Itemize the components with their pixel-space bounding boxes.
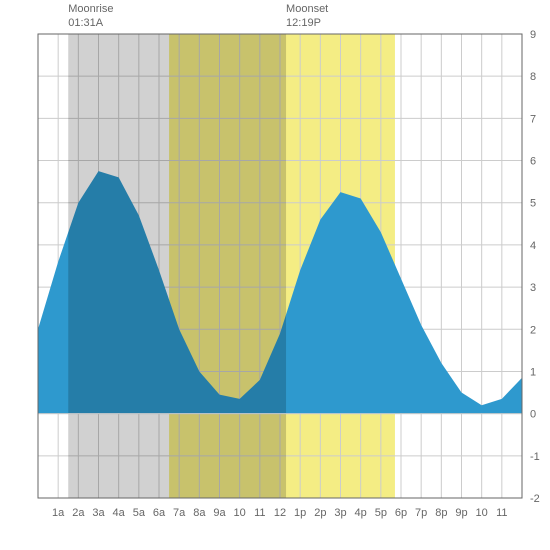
y-tick-label: 6 <box>530 156 536 168</box>
x-tick-label: 10 <box>476 507 488 519</box>
x-tick-label: 12 <box>274 507 286 519</box>
y-tick-label: 7 <box>530 113 536 125</box>
x-tick-label: 11 <box>254 507 265 519</box>
y-tick-label: 0 <box>530 409 536 421</box>
y-tick-label: 9 <box>530 29 536 41</box>
x-tick-label: 8a <box>193 507 206 519</box>
x-tick-label: 3p <box>334 507 346 519</box>
x-tick-label: 1a <box>52 507 65 519</box>
x-tick-label: 2p <box>314 507 326 519</box>
x-tick-label: 3a <box>92 507 105 519</box>
x-tick-label: 9p <box>455 507 467 519</box>
y-tick-label: 1 <box>530 366 536 378</box>
x-tick-label: 4p <box>355 507 367 519</box>
y-tick-label: -1 <box>530 451 540 463</box>
x-tick-label: 7a <box>173 507 186 519</box>
y-tick-label: 8 <box>530 71 536 83</box>
x-tick-label: 1p <box>294 507 306 519</box>
x-tick-label: 4a <box>113 507 126 519</box>
moonrise-title: Moonrise <box>68 2 113 16</box>
x-tick-label: 6a <box>153 507 166 519</box>
y-tick-label: 2 <box>530 324 536 336</box>
y-tick-label: -2 <box>530 493 540 505</box>
y-tick-label: 5 <box>530 198 536 210</box>
tide-chart: Moonrise 01:31A Moonset 12:19P -2-101234… <box>0 0 550 550</box>
moonset-title: Moonset <box>286 2 328 16</box>
x-tick-label: 5a <box>133 507 146 519</box>
x-tick-label: 11 <box>496 507 507 519</box>
chart-svg: -2-101234567891a2a3a4a5a6a7a8a9a1011121p… <box>0 0 550 550</box>
moonrise-time: 01:31A <box>68 16 113 30</box>
y-tick-label: 4 <box>530 240 536 252</box>
moonrise-label: Moonrise 01:31A <box>68 2 113 31</box>
moonset-time: 12:19P <box>286 16 328 30</box>
x-tick-label: 7p <box>415 507 427 519</box>
x-tick-label: 8p <box>435 507 447 519</box>
moonset-label: Moonset 12:19P <box>286 2 328 31</box>
x-tick-label: 2a <box>72 507 85 519</box>
y-tick-label: 3 <box>530 282 536 294</box>
x-tick-label: 9a <box>213 507 226 519</box>
x-tick-label: 5p <box>375 507 387 519</box>
moon-band <box>68 34 286 498</box>
x-tick-label: 10 <box>234 507 246 519</box>
x-tick-label: 6p <box>395 507 407 519</box>
